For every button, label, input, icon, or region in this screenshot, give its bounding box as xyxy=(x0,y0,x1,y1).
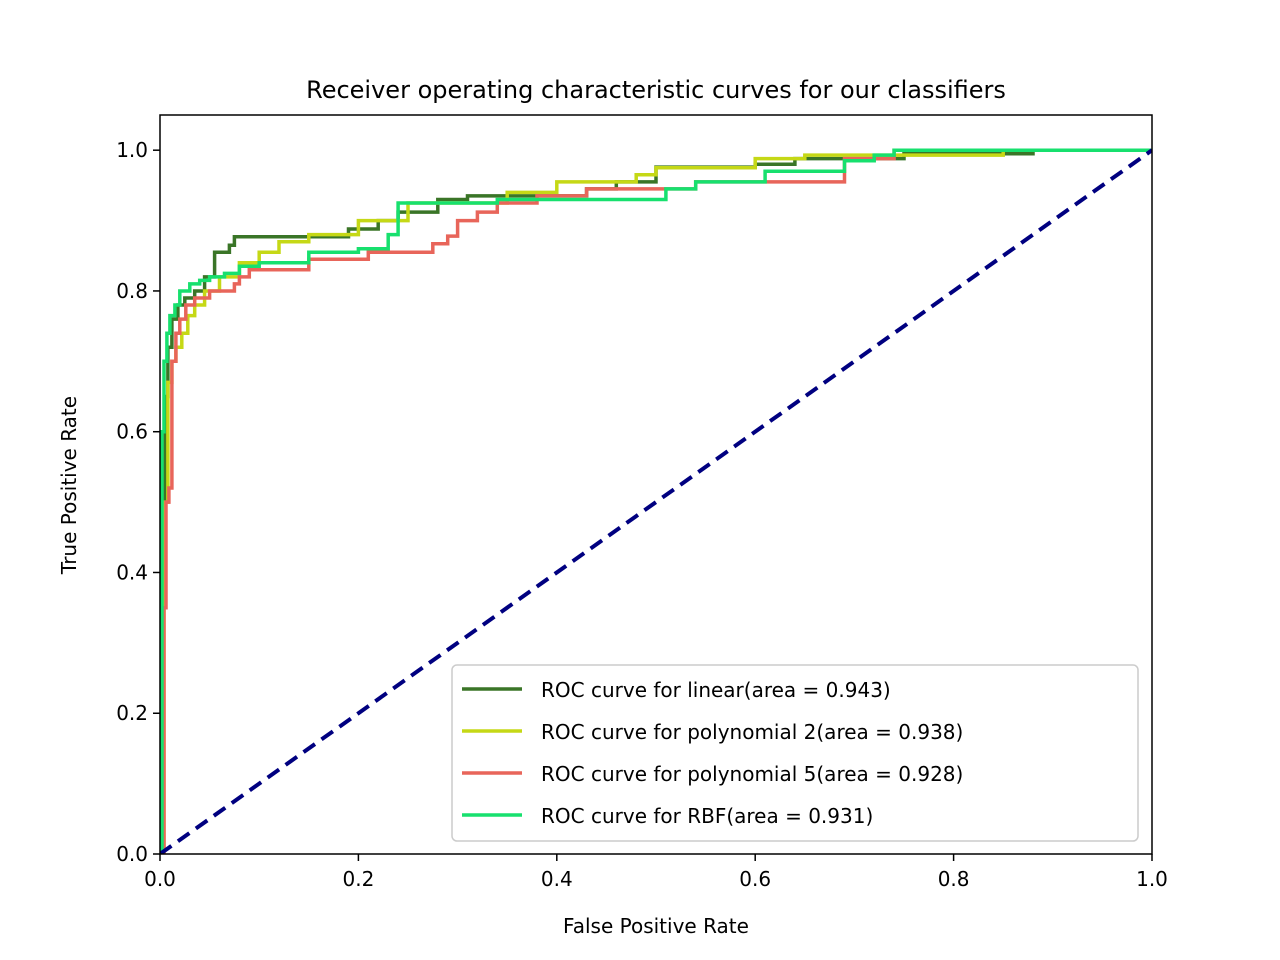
y-tick-label: 0.2 xyxy=(116,701,148,725)
y-axis-label: True Positive Rate xyxy=(57,396,81,575)
y-tick-label: 0.6 xyxy=(116,420,148,444)
x-tick-label: 0.2 xyxy=(342,867,374,891)
y-tick-label: 0.0 xyxy=(116,842,148,866)
legend-label-1: ROC curve for linear(area = 0.943) xyxy=(541,678,891,702)
x-tick-label: 0.8 xyxy=(938,867,970,891)
x-tick-label: 0.0 xyxy=(144,867,176,891)
legend: ROC curve for linear(area = 0.943) ROC cu… xyxy=(451,664,1139,842)
y-axis: 0.0 0.2 0.4 0.6 0.8 1.0 xyxy=(116,138,160,866)
diagonal-reference-line xyxy=(160,148,1152,854)
legend-box xyxy=(451,664,1139,842)
chart-title: Receiver operating characteristic curves… xyxy=(306,76,1006,104)
series-line-4 xyxy=(160,148,1152,854)
series-line-3 xyxy=(160,148,1152,854)
y-tick-label: 1.0 xyxy=(116,138,148,162)
plot-frame xyxy=(159,114,1153,855)
legend-label-2: ROC curve for polynomial 2(area = 0.938) xyxy=(541,720,963,744)
x-tick-label: 0.6 xyxy=(739,867,771,891)
x-axis-label: False Positive Rate xyxy=(563,914,749,938)
x-tick-label: 1.0 xyxy=(1136,867,1168,891)
y-tick-label: 0.4 xyxy=(116,560,148,584)
legend-label-4: ROC curve for RBF(area = 0.931) xyxy=(541,804,873,828)
x-tick-label: 0.4 xyxy=(541,867,573,891)
x-axis: 0.0 0.2 0.4 0.6 0.8 1.0 xyxy=(144,854,1168,891)
plot-area xyxy=(160,148,1152,854)
y-tick-label: 0.8 xyxy=(116,279,148,303)
legend-label-3: ROC curve for polynomial 5(area = 0.928) xyxy=(541,762,963,786)
